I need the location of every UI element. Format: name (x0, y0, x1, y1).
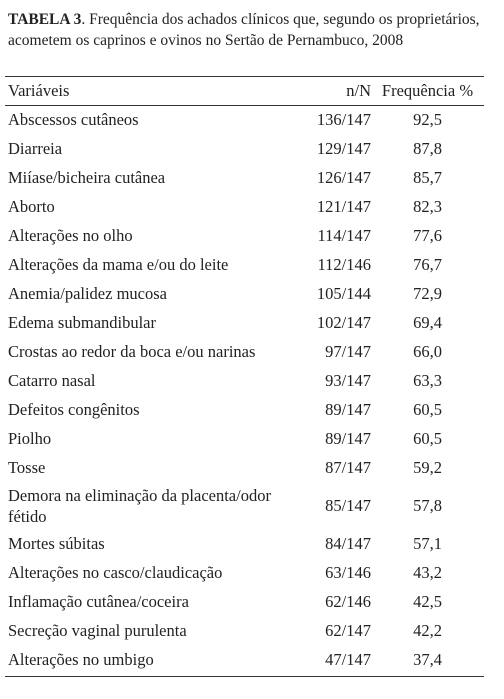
n-over-n-cell: 93/147 (325, 370, 371, 390)
table-row: Secreção vaginal purulenta 62/147 42,2 (5, 616, 484, 645)
frequency-cell: 69,4 (413, 312, 442, 332)
table-row: Piolho 89/147 60,5 (5, 424, 484, 453)
n-over-n-cell: 63/146 (325, 562, 371, 582)
table-body: Abscessos cutâneos 136/147 92,5 Diarreia 129… (5, 105, 484, 674)
table-row: Alterações no olho 114/147 77,6 (5, 221, 484, 250)
table-row: Catarro nasal 93/147 63,3 (5, 366, 484, 395)
variable-cell: Alterações no casco/claudicação (8, 562, 223, 582)
n-over-n-cell: 85/147 (325, 496, 371, 515)
variable-cell: Mortes súbitas (8, 533, 105, 553)
n-over-n-cell: 126/147 (316, 167, 371, 187)
variable-cell: Defeitos congênitos (8, 399, 140, 419)
variable-cell: Piolho (8, 428, 52, 448)
n-over-n-cell: 62/146 (325, 591, 371, 611)
table-row: Abscessos cutâneos 136/147 92,5 (5, 105, 484, 134)
variable-cell: Abscessos cutâneos (8, 109, 139, 129)
frequency-table: Variáveis n/N Frequência % Abscessos cut… (5, 77, 484, 674)
table-caption: TABELA 3. Frequência dos achados clínico… (8, 9, 498, 51)
table-row: Demora na eliminação da placenta/odor fé… (5, 482, 484, 529)
n-over-n-cell: 121/147 (316, 196, 371, 216)
frequency-cell: 42,5 (413, 591, 442, 611)
variable-cell: Diarreia (8, 138, 63, 158)
frequency-cell: 77,6 (413, 225, 442, 245)
n-over-n-cell: 89/147 (325, 399, 371, 419)
table-row: Alterações no casco/claudicação 63/146 43,… (5, 558, 484, 587)
frequency-cell: 60,5 (413, 399, 442, 419)
variable-cell: Anemia/palidez mucosa (8, 283, 167, 303)
variable-cell: Alterações da mama e/ou do leite (8, 254, 229, 274)
frequency-cell: 63,3 (413, 370, 442, 390)
variable-cell: Aborto (8, 196, 55, 216)
variable-cell: Alterações no umbigo (8, 649, 154, 669)
n-over-n-cell: 136/147 (316, 109, 371, 129)
frequency-cell: 85,7 (413, 167, 442, 187)
frequency-cell: 92,5 (413, 109, 442, 129)
n-over-n-cell: 47/147 (325, 649, 371, 669)
table-number: TABELA 3 (8, 11, 82, 28)
n-over-n-cell: 87/147 (325, 457, 371, 477)
variable-cell: Edema submandibular (8, 312, 157, 332)
n-over-n-cell: 102/147 (316, 312, 371, 332)
frequency-cell: 87,8 (413, 138, 442, 158)
table-row: Miíase/bicheira cutânea 126/147 85,7 (5, 163, 484, 192)
frequency-cell: 60,5 (413, 428, 442, 448)
caption-text: . Frequência dos achados clínicos que, s… (8, 11, 480, 49)
table-row: Alterações no umbigo 47/147 37,4 (5, 645, 484, 674)
variable-cell: Miíase/bicheira cutânea (8, 167, 166, 187)
frequency-cell: 59,2 (413, 457, 442, 477)
variable-cell: Inflamação cutânea/coceira (8, 591, 189, 611)
frequency-cell: 57,8 (413, 496, 442, 515)
n-over-n-cell: 84/147 (325, 533, 371, 553)
frequency-cell: 66,0 (413, 341, 442, 361)
n-over-n-cell: 105/144 (316, 283, 371, 303)
header-row: Variáveis n/N Frequência % (5, 77, 484, 105)
header-rule (5, 105, 484, 106)
table-row: Alterações da mama e/ou do leite 112/146 7… (5, 250, 484, 279)
variable-cell: Demora na eliminação da placenta/odor fé… (8, 485, 271, 526)
frequency-cell: 72,9 (413, 283, 442, 303)
table-row: Anemia/palidez mucosa 105/144 72,9 (5, 279, 484, 308)
frequency-cell: 57,1 (413, 533, 442, 553)
frequency-cell: 42,2 (413, 620, 442, 640)
header-frequencia: Frequência % (381, 81, 474, 100)
table-row: Diarreia 129/147 87,8 (5, 134, 484, 163)
n-over-n-cell: 112/146 (317, 254, 371, 274)
top-rule (5, 76, 484, 77)
variable-cell: Alterações no olho (8, 225, 133, 245)
table-row: Tosse 87/147 59,2 (5, 453, 484, 482)
table-row: Inflamação cutânea/coceira 62/146 42,5 (5, 587, 484, 616)
n-over-n-cell: 97/147 (325, 341, 371, 361)
table-row: Aborto 121/147 82,3 (5, 192, 484, 221)
frequency-cell: 43,2 (413, 562, 442, 582)
table-row: Defeitos congênitos 89/147 60,5 (5, 395, 484, 424)
variable-cell: Crostas ao redor da boca e/ou narinas (8, 341, 256, 361)
frequency-cell: 82,3 (413, 196, 442, 216)
variable-cell: Secreção vaginal purulenta (8, 620, 187, 640)
n-over-n-cell: 129/147 (316, 138, 371, 158)
variable-cell: Catarro nasal (8, 370, 96, 390)
n-over-n-cell: 114/147 (317, 225, 371, 245)
table-row: Edema submandibular 102/147 69,4 (5, 308, 484, 337)
bottom-rule (5, 676, 484, 677)
table-header: Variáveis n/N Frequência % (5, 77, 484, 105)
header-variaveis: Variáveis (8, 81, 70, 100)
frequency-cell: 37,4 (413, 649, 442, 669)
frequency-cell: 76,7 (413, 254, 442, 274)
table-row: Crostas ao redor da boca e/ou narinas 97/… (5, 337, 484, 366)
variable-cell: Tosse (8, 457, 46, 477)
table-row: Mortes súbitas 84/147 57,1 (5, 529, 484, 558)
n-over-n-cell: 62/147 (325, 620, 371, 640)
header-nn: n/N (346, 81, 371, 100)
n-over-n-cell: 89/147 (325, 428, 371, 448)
